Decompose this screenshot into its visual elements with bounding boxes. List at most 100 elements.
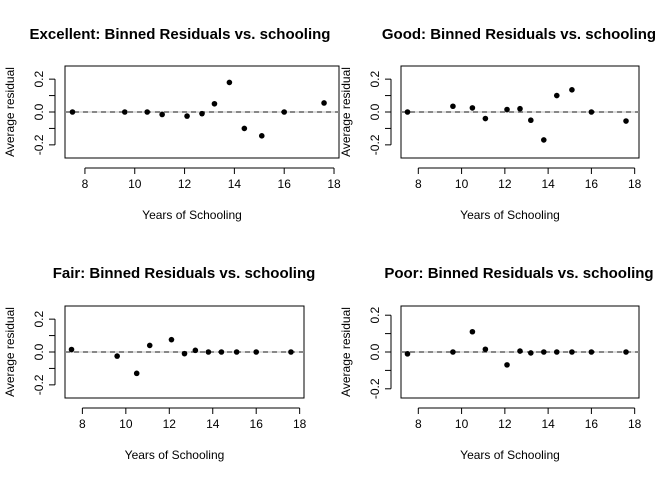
- data-point: [504, 106, 510, 113]
- data-point: [184, 113, 190, 119]
- data-point: [469, 328, 476, 335]
- data-point: [528, 350, 534, 356]
- y-tick-label: 0.2: [368, 70, 382, 87]
- data-point: [588, 109, 595, 115]
- y-axis-label: Average residual: [339, 307, 353, 397]
- panel-4: Poor: Binned Residuals vs. schooling 8 10 1…: [339, 265, 654, 462]
- data-point: [541, 137, 547, 143]
- data-point: [517, 105, 523, 112]
- panel-title: Excellent: Binned Residuals vs. schoolin…: [30, 26, 331, 43]
- x-tick-label: 16: [585, 417, 599, 431]
- data-point: [504, 362, 510, 368]
- x-tick-label: 16: [585, 177, 599, 191]
- data-point: [553, 349, 560, 355]
- panel-2: Good: Binned Residuals vs. schooling 8 10 1…: [339, 26, 656, 222]
- data-point: [258, 133, 265, 139]
- y-tick-label: -0.2: [32, 134, 46, 155]
- data-point: [528, 117, 534, 124]
- x-tick-label: 14: [541, 417, 555, 431]
- x-tick-label: 8: [415, 177, 422, 191]
- y-tick-label: -0.2: [368, 378, 382, 399]
- x-tick-label: 10: [455, 177, 469, 191]
- x-tick-label: 18: [628, 417, 642, 431]
- x-tick-label: 8: [79, 417, 86, 431]
- y-tick-label: 0.0: [368, 103, 382, 120]
- data-point: [205, 349, 212, 355]
- data-point: [321, 100, 327, 106]
- data-point: [569, 87, 575, 93]
- data-point: [192, 347, 199, 354]
- data-point: [241, 125, 248, 132]
- panel-3: Fair: Binned Residuals vs. schooling 8 10 1…: [3, 265, 315, 462]
- y-tick-label: 0.0: [32, 103, 46, 120]
- data-point: [114, 353, 120, 359]
- data-point: [168, 336, 175, 343]
- data-point: [541, 349, 547, 355]
- data-point: [623, 118, 629, 124]
- data-point: [68, 346, 75, 353]
- x-tick-label: 10: [455, 417, 469, 431]
- x-axis-label: Years of Schooling: [125, 448, 225, 462]
- x-tick-label: 14: [541, 177, 555, 191]
- data-point: [233, 349, 240, 355]
- data-point: [181, 350, 188, 357]
- data-point: [288, 349, 294, 355]
- data-point: [450, 103, 456, 110]
- x-axis-label: Years of Schooling: [460, 208, 560, 222]
- y-tick-label: -0.2: [32, 374, 46, 395]
- data-point: [281, 109, 288, 115]
- data-point: [517, 348, 523, 354]
- y-tick-label: 0.2: [368, 307, 382, 324]
- data-point: [159, 111, 165, 118]
- x-tick-label: 8: [415, 417, 422, 431]
- data-point: [623, 349, 629, 355]
- panel-title: Poor: Binned Residuals vs. schooling: [384, 265, 653, 282]
- x-tick-label: 14: [228, 177, 242, 191]
- panel-1: Excellent: Binned Residuals vs. schoolin…: [3, 26, 341, 222]
- panel-title: Good: Binned Residuals vs. schooling: [382, 26, 656, 43]
- x-tick-label: 18: [293, 417, 307, 431]
- data-point: [482, 346, 489, 353]
- data-point: [226, 79, 233, 86]
- data-point: [69, 109, 76, 115]
- x-tick-label: 8: [82, 177, 89, 191]
- x-tick-label: 12: [178, 177, 192, 191]
- x-tick-label: 10: [119, 417, 133, 431]
- x-tick-label: 12: [498, 417, 512, 431]
- data-point: [404, 109, 411, 115]
- data-point: [211, 100, 218, 107]
- x-tick-label: 14: [206, 417, 220, 431]
- y-tick-label: 0.2: [32, 310, 46, 327]
- data-point: [218, 349, 225, 355]
- data-point: [553, 92, 560, 99]
- data-point: [450, 349, 456, 355]
- x-tick-label: 12: [498, 177, 512, 191]
- x-tick-label: 10: [128, 177, 142, 191]
- y-tick-label: 0.0: [32, 343, 46, 360]
- x-tick-label: 18: [628, 177, 642, 191]
- data-point: [404, 351, 411, 357]
- y-axis-label: Average residual: [3, 67, 17, 157]
- y-axis-label: Average residual: [3, 307, 17, 397]
- y-tick-label: 0.0: [368, 343, 382, 360]
- data-point: [199, 110, 205, 117]
- y-tick-label: 0.2: [32, 70, 46, 87]
- data-point: [569, 349, 575, 355]
- x-tick-label: 16: [278, 177, 292, 191]
- y-axis-label: Average residual: [339, 67, 353, 157]
- x-tick-label: 12: [163, 417, 177, 431]
- data-point: [588, 349, 595, 355]
- data-point: [469, 105, 476, 111]
- panel-title: Fair: Binned Residuals vs. schooling: [53, 265, 316, 282]
- data-point: [146, 342, 153, 349]
- data-point: [253, 349, 259, 355]
- x-tick-label: 16: [250, 417, 264, 431]
- x-axis-label: Years of Schooling: [142, 208, 242, 222]
- data-point: [144, 109, 150, 115]
- x-tick-label: 18: [327, 177, 341, 191]
- data-point: [482, 115, 489, 122]
- x-axis-label: Years of Schooling: [460, 448, 560, 462]
- data-point: [121, 109, 128, 115]
- data-point: [133, 370, 140, 377]
